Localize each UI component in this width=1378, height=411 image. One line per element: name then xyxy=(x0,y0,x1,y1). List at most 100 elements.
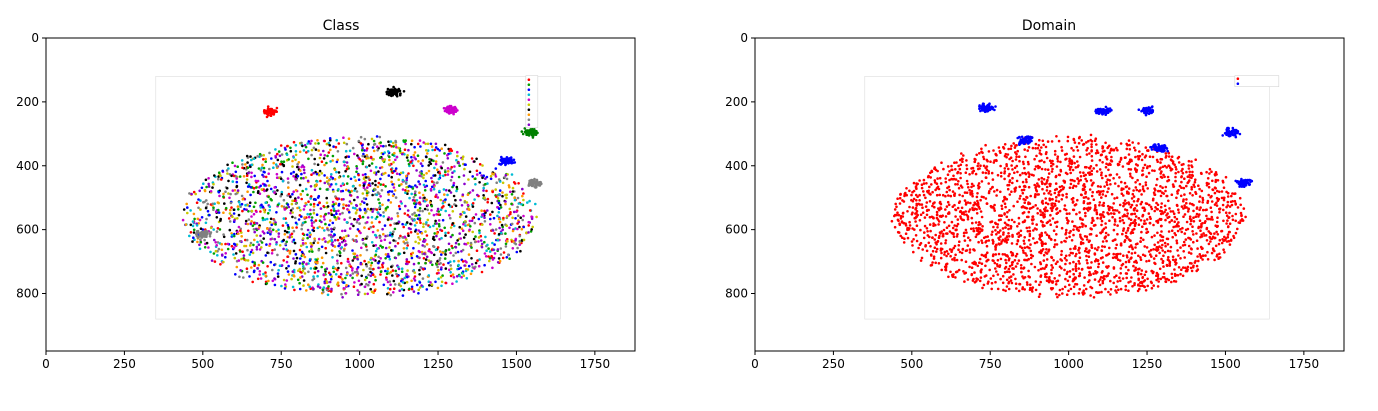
data-point xyxy=(478,181,481,184)
data-point xyxy=(1156,241,1160,244)
data-point xyxy=(474,177,477,180)
data-point xyxy=(1051,162,1055,166)
data-point xyxy=(296,206,299,210)
data-point xyxy=(280,170,284,174)
data-point xyxy=(1137,277,1140,281)
data-point xyxy=(327,285,330,288)
data-point xyxy=(963,280,966,283)
data-point xyxy=(1113,275,1116,279)
data-point xyxy=(320,245,324,249)
data-point xyxy=(1048,190,1052,193)
data-point xyxy=(1024,258,1027,262)
data-point xyxy=(1054,221,1057,224)
data-point xyxy=(1094,137,1098,140)
data-point xyxy=(419,266,423,269)
data-point xyxy=(1038,283,1041,287)
data-point xyxy=(518,225,521,229)
data-point xyxy=(288,252,292,255)
data-point xyxy=(480,242,484,246)
data-point xyxy=(1082,171,1085,174)
data-point xyxy=(455,187,459,191)
data-point xyxy=(465,261,468,264)
data-point xyxy=(404,142,407,146)
data-point xyxy=(415,283,419,287)
data-point xyxy=(1045,189,1049,192)
data-point xyxy=(291,285,295,289)
data-point xyxy=(914,220,917,223)
data-point xyxy=(1021,171,1024,175)
data-point xyxy=(250,158,253,162)
data-point xyxy=(286,177,290,180)
data-point xyxy=(903,194,906,198)
data-point xyxy=(903,237,906,240)
data-point xyxy=(1131,192,1135,196)
data-point xyxy=(1070,239,1074,242)
data-point xyxy=(414,190,417,193)
data-point xyxy=(1054,199,1058,202)
data-point xyxy=(374,179,377,183)
data-point xyxy=(479,239,483,242)
data-point xyxy=(1184,228,1188,232)
data-point xyxy=(504,200,507,203)
data-point xyxy=(335,160,339,164)
data-point xyxy=(1074,264,1078,268)
data-point xyxy=(398,149,402,153)
data-point xyxy=(934,223,937,227)
data-point xyxy=(333,233,337,237)
data-point xyxy=(287,192,291,196)
data-point xyxy=(1120,192,1124,195)
data-point xyxy=(494,228,498,231)
data-point xyxy=(325,176,329,179)
data-point xyxy=(510,173,514,176)
data-point xyxy=(1069,182,1073,186)
data-point xyxy=(365,221,369,224)
data-point xyxy=(1137,254,1140,258)
data-point xyxy=(491,210,494,214)
data-point xyxy=(434,195,437,198)
data-point xyxy=(435,227,439,231)
data-point xyxy=(434,162,438,166)
data-point xyxy=(260,241,264,244)
data-point xyxy=(280,264,284,267)
data-point xyxy=(1072,292,1076,296)
data-point xyxy=(1199,229,1202,232)
data-point xyxy=(946,173,950,176)
data-point xyxy=(1044,231,1047,234)
data-point xyxy=(414,240,417,244)
data-point xyxy=(244,219,248,223)
data-point xyxy=(1037,269,1040,272)
data-point xyxy=(304,220,307,224)
data-point xyxy=(409,222,412,226)
data-point xyxy=(386,255,389,258)
cluster-point xyxy=(389,91,393,94)
data-point xyxy=(359,203,362,206)
data-point xyxy=(1101,245,1104,248)
data-point xyxy=(513,196,516,200)
data-point xyxy=(355,274,359,277)
data-point xyxy=(1159,161,1162,164)
data-point xyxy=(1171,258,1175,262)
data-point xyxy=(1078,155,1082,159)
data-point xyxy=(408,196,411,200)
data-point xyxy=(1055,195,1058,199)
data-point xyxy=(438,250,442,253)
data-point xyxy=(217,177,220,181)
data-point xyxy=(906,236,910,240)
data-point xyxy=(1111,208,1115,212)
data-point xyxy=(994,246,997,250)
data-point xyxy=(484,235,487,239)
data-point xyxy=(336,259,339,263)
data-point xyxy=(1181,274,1185,278)
data-point xyxy=(322,215,326,218)
data-point xyxy=(1084,195,1088,199)
data-point xyxy=(501,228,505,231)
data-point xyxy=(1141,185,1145,188)
data-point xyxy=(1038,138,1041,142)
data-point xyxy=(1112,281,1115,285)
data-point xyxy=(405,174,408,178)
data-point xyxy=(501,256,505,260)
data-point xyxy=(1112,228,1116,232)
data-point xyxy=(302,284,305,287)
data-point xyxy=(324,222,327,226)
data-point xyxy=(342,281,345,284)
